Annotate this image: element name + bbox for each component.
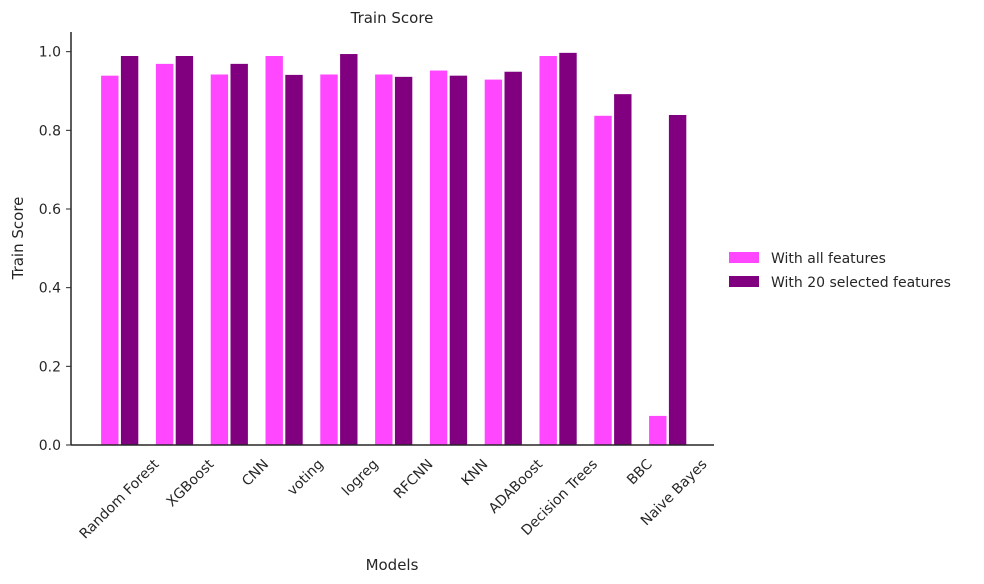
bar-selected-features (394, 76, 414, 446)
x-tick-label: RFCNN (391, 457, 437, 503)
bar-selected-features (120, 55, 140, 446)
y-axis-label: Train Score (9, 197, 27, 281)
x-tick-label: Random Forest (77, 456, 163, 542)
x-axis-label: Models (366, 556, 419, 574)
chart-title: Train Score (350, 9, 434, 27)
y-tick-label: 1.0 (39, 45, 61, 61)
bar-selected-features (503, 70, 523, 446)
x-tick-label: XGBoost (164, 456, 218, 510)
bar-selected-features (284, 74, 304, 446)
bar-selected-features (613, 93, 633, 446)
bar-all-features (374, 73, 394, 446)
bar-all-features (100, 74, 120, 446)
bar-selected-features (174, 55, 194, 446)
x-tick-label: KNN (459, 457, 492, 490)
bar-all-features (209, 73, 229, 446)
bar-all-features (429, 69, 449, 446)
bar-all-features (483, 78, 503, 446)
bar-selected-features (668, 114, 688, 446)
bar-selected-features (448, 74, 468, 446)
y-tick-label: 0.0 (39, 438, 61, 454)
y-axis-ticks: 0.0 0.2 0.4 0.6 0.8 1.0 (39, 45, 71, 454)
bar-all-features (593, 114, 613, 446)
bar-selected-features (339, 53, 359, 446)
legend-label-all-features: With all features (771, 251, 886, 267)
legend-swatch-all-features (729, 252, 759, 263)
legend-label-selected-features: With 20 selected features (771, 275, 951, 291)
x-axis-ticks: Random Forest XGBoost CNN voting logreg RFCNN… (77, 456, 711, 542)
bar-all-features (155, 63, 175, 446)
bar-all-features (264, 55, 284, 446)
bar-all-features (648, 415, 668, 446)
x-tick-label: voting (285, 457, 327, 499)
bar-selected-features (558, 52, 578, 446)
legend-swatch-selected-features (729, 276, 759, 287)
y-tick-label: 0.4 (39, 281, 61, 297)
y-tick-label: 0.2 (39, 359, 61, 375)
x-tick-label: logreg (339, 457, 382, 500)
x-tick-label: CNN (239, 457, 272, 490)
bar-selected-features (229, 63, 249, 446)
bars-group (100, 52, 688, 446)
y-tick-label: 0.8 (39, 123, 61, 139)
bar-all-features (319, 73, 339, 446)
x-tick-label: BBC (624, 456, 656, 488)
legend: With all features With 20 selected featu… (729, 251, 951, 291)
y-tick-label: 0.6 (39, 202, 61, 218)
bar-all-features (538, 55, 558, 446)
